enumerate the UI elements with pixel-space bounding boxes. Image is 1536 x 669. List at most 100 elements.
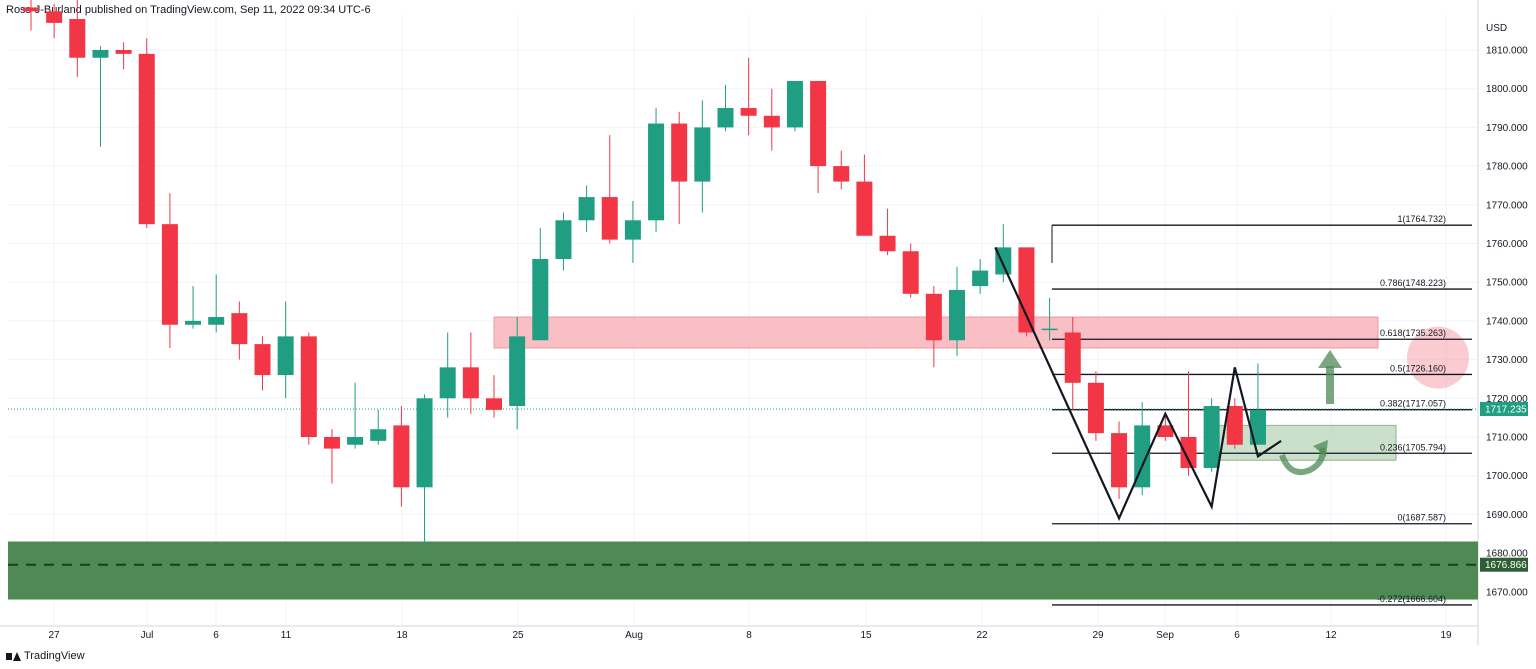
candle — [462, 332, 479, 414]
candle-body — [1226, 406, 1243, 445]
x-tick-label: 27 — [48, 630, 60, 641]
y-tick-label: 1680.000 — [1486, 549, 1528, 560]
y-tick-label: 1810.000 — [1486, 46, 1528, 57]
candle — [439, 332, 456, 418]
fib-label: 0.618(1735.263) — [1380, 328, 1446, 338]
candle — [115, 42, 132, 70]
candle-body — [1087, 382, 1104, 434]
fib-label: 1(1764.732) — [1397, 214, 1446, 224]
candle — [393, 406, 410, 507]
fib-label: 0.5(1726.160) — [1390, 363, 1446, 373]
candle-body — [23, 7, 39, 12]
candle — [717, 84, 734, 132]
candle — [1226, 398, 1243, 449]
zigzag-pattern — [994, 246, 1282, 521]
candle — [161, 193, 178, 348]
x-tick-label: 25 — [512, 630, 524, 641]
candle-body — [416, 398, 433, 488]
candle — [833, 150, 850, 190]
candle — [1018, 247, 1035, 337]
candle-body — [300, 336, 317, 437]
candle — [763, 88, 780, 151]
candle — [1134, 402, 1151, 496]
y-tick-label: 1790.000 — [1486, 123, 1528, 134]
x-tick-label: 15 — [860, 630, 872, 641]
candle-body — [671, 123, 688, 182]
up-arrow-head — [1318, 350, 1342, 368]
candle — [1203, 398, 1220, 472]
y-tick-label: 1700.000 — [1486, 471, 1528, 482]
candle-body — [69, 19, 86, 58]
y-tick-label: 1670.000 — [1486, 587, 1528, 598]
y-tick-label: 1780.000 — [1486, 162, 1528, 173]
footer-brand-label: TradingView — [24, 650, 85, 662]
candle-body — [208, 317, 225, 325]
y-tick-label: 1730.000 — [1486, 355, 1528, 366]
candle-body — [949, 289, 965, 341]
last-price-tag — [1480, 402, 1528, 417]
curve-arrow-head — [1313, 440, 1328, 457]
candle — [486, 375, 502, 418]
candle — [786, 80, 803, 132]
candle-body — [810, 80, 827, 167]
zones — [8, 316, 1478, 600]
candle — [370, 409, 387, 445]
x-tick-label: Sep — [1156, 630, 1174, 641]
candle — [23, 0, 39, 31]
candle — [208, 274, 225, 333]
x-tick-label: 18 — [396, 630, 408, 641]
candle — [671, 111, 688, 225]
x-tick-label: 29 — [1092, 630, 1104, 641]
candle-body — [648, 123, 665, 221]
candle — [856, 154, 873, 236]
candle — [879, 208, 896, 256]
publisher-line: Ross-J-Burland published on TradingView.… — [6, 4, 371, 16]
y-tick-label: 1750.000 — [1486, 278, 1528, 289]
y-tick-label: 1710.000 — [1486, 433, 1528, 444]
candle — [949, 266, 965, 356]
candle-body — [185, 320, 202, 325]
footer-brand[interactable]: TradingView — [6, 650, 85, 662]
candle — [578, 185, 595, 232]
x-tick-label: 19 — [1440, 630, 1452, 641]
x-tick-label: 11 — [281, 630, 292, 641]
x-tick-label: 8 — [746, 630, 752, 641]
highlight-circle — [1407, 326, 1469, 389]
y-tick-label: 1690.000 — [1486, 510, 1528, 521]
candle — [1087, 371, 1104, 441]
candle — [532, 228, 549, 341]
candle-body — [46, 11, 63, 23]
candle-body — [532, 258, 549, 341]
candle — [555, 212, 572, 271]
curve-arrow — [1279, 447, 1326, 476]
candle — [601, 135, 618, 244]
candle — [1111, 421, 1128, 499]
candle — [902, 243, 919, 298]
x-tick-label: 6 — [1234, 630, 1240, 641]
candle-body — [347, 437, 364, 445]
support-zone — [8, 541, 1478, 600]
candle-body — [1064, 332, 1081, 383]
candle — [46, 3, 63, 39]
candle — [1041, 297, 1058, 341]
candle-body — [786, 80, 803, 128]
y-tick-label: 1770.000 — [1486, 200, 1528, 211]
candle — [810, 80, 827, 194]
candle — [1249, 363, 1266, 445]
support-level-tag — [1480, 557, 1528, 572]
candle-body — [1180, 437, 1197, 468]
y-tick-label: 1760.000 — [1486, 239, 1528, 250]
up-arrow-shaft — [1326, 366, 1334, 404]
candle — [92, 46, 109, 147]
candle-body — [972, 270, 989, 287]
fib-label: 0(1687.587) — [1397, 513, 1446, 523]
candle-body — [925, 293, 942, 341]
currency-label: USD — [1486, 23, 1507, 34]
fib-label: 0.786(1748.223) — [1380, 278, 1446, 288]
candle-body — [323, 437, 340, 449]
neckline-zone — [1212, 424, 1397, 461]
candle — [69, 0, 86, 78]
candle-body — [115, 50, 132, 54]
candle-body — [462, 367, 479, 399]
